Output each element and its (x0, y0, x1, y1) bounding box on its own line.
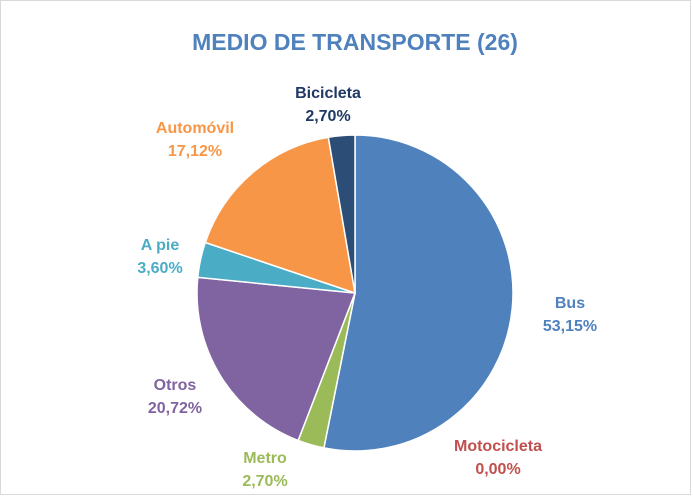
slice-label: Automóvil (156, 120, 234, 137)
slice-value-label: 3,60% (137, 260, 182, 277)
slice-label: Motocicleta (454, 438, 542, 455)
slice-label: A pie (141, 237, 180, 254)
pie-slice (327, 134, 356, 294)
chart-title: MEDIO DE TRANSPORTE (26) (192, 29, 518, 55)
pie-slice (204, 136, 356, 295)
slice-label: Bicicleta (295, 85, 361, 102)
slice-value-label: 2,70% (242, 473, 287, 490)
slice-value-label: 2,70% (305, 108, 350, 125)
slice-value-label: 0,00% (475, 461, 520, 478)
pie-slice (196, 276, 357, 442)
slice-value-label: 20,72% (148, 400, 202, 417)
slice-label: Bus (555, 295, 585, 312)
slice-label: Otros (154, 377, 197, 394)
slice-label: Metro (243, 450, 287, 467)
pie-slice (322, 134, 514, 452)
slice-value-label: 17,12% (168, 143, 222, 160)
slice-value-label: 53,15% (543, 318, 597, 335)
